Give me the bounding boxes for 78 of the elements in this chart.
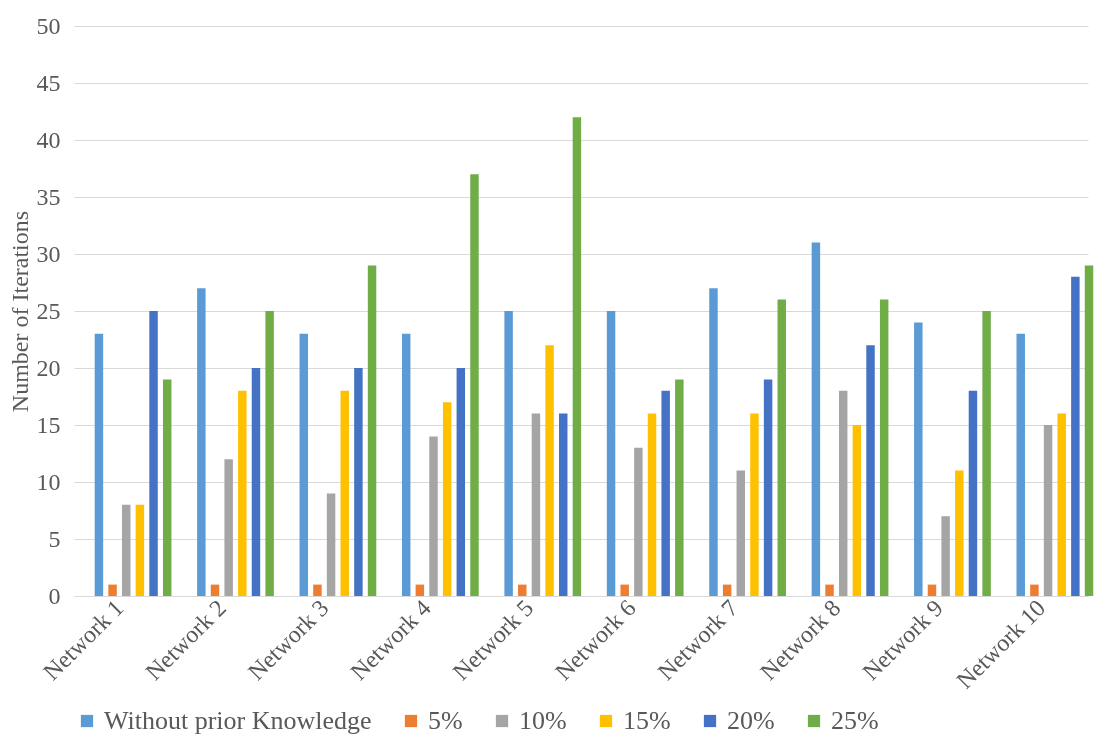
y-tick-label: 35 bbox=[36, 183, 61, 210]
bar bbox=[415, 584, 425, 596]
bar bbox=[1084, 265, 1094, 596]
bar bbox=[429, 436, 438, 596]
bar bbox=[559, 413, 568, 596]
bar bbox=[606, 311, 616, 596]
bar bbox=[504, 311, 513, 596]
bar bbox=[313, 584, 322, 596]
bar bbox=[442, 402, 452, 596]
bar bbox=[326, 493, 336, 596]
bar bbox=[709, 288, 718, 596]
y-axis-title: Number of Iterations bbox=[6, 210, 33, 413]
bar bbox=[1043, 425, 1053, 596]
bar bbox=[94, 333, 104, 596]
legend-label: 20% bbox=[727, 706, 775, 735]
bar bbox=[210, 584, 220, 596]
bar bbox=[675, 379, 684, 596]
bar bbox=[135, 504, 145, 596]
bar bbox=[634, 447, 643, 596]
bar bbox=[1030, 584, 1039, 596]
y-tick-label: 10 bbox=[36, 468, 61, 495]
bar bbox=[162, 379, 172, 596]
bar bbox=[736, 470, 746, 596]
y-tick-label: 5 bbox=[48, 525, 61, 552]
bar bbox=[866, 345, 875, 596]
y-tick-label: 15 bbox=[36, 411, 61, 438]
bar bbox=[1016, 333, 1025, 596]
legend-label: 25% bbox=[831, 706, 879, 735]
legend-label: 5% bbox=[428, 706, 463, 735]
y-tick-label: 45 bbox=[36, 69, 61, 96]
bar bbox=[299, 333, 309, 596]
bar bbox=[354, 368, 363, 596]
bar bbox=[518, 584, 527, 596]
bar bbox=[750, 413, 759, 596]
bar bbox=[982, 311, 991, 596]
bar bbox=[1057, 413, 1066, 596]
bar bbox=[122, 504, 131, 596]
y-tick-label: 50 bbox=[36, 12, 61, 39]
bar bbox=[811, 242, 821, 596]
bar bbox=[401, 333, 411, 596]
bar bbox=[620, 584, 629, 596]
bar bbox=[367, 265, 377, 596]
bar bbox=[572, 117, 582, 596]
bar bbox=[661, 390, 670, 596]
bar bbox=[722, 584, 732, 596]
bar bbox=[545, 345, 554, 596]
bar bbox=[238, 390, 247, 596]
y-tick-label: 40 bbox=[36, 126, 61, 153]
bar bbox=[265, 311, 274, 596]
bar bbox=[927, 584, 937, 596]
bar bbox=[852, 425, 862, 596]
y-tick-label: 25 bbox=[36, 297, 61, 324]
bar bbox=[825, 584, 834, 596]
bar bbox=[838, 390, 848, 596]
legend-label: Without prior Knowledge bbox=[104, 706, 372, 735]
y-tick-label: 30 bbox=[36, 240, 61, 267]
bar bbox=[108, 584, 117, 596]
y-tick-label: 20 bbox=[36, 354, 61, 381]
bar bbox=[531, 413, 541, 596]
bar bbox=[197, 288, 206, 596]
bar bbox=[777, 299, 786, 596]
bar bbox=[340, 390, 349, 596]
legend-label: 15% bbox=[623, 706, 671, 735]
bar bbox=[968, 390, 978, 596]
bar bbox=[941, 516, 950, 596]
bar bbox=[251, 368, 261, 596]
y-tick-label: 0 bbox=[48, 582, 61, 609]
bar bbox=[879, 299, 889, 596]
bar bbox=[224, 459, 233, 596]
bar bbox=[955, 470, 964, 596]
bar bbox=[456, 368, 466, 596]
bar bbox=[149, 311, 158, 596]
bar bbox=[470, 174, 479, 596]
bar bbox=[1071, 276, 1080, 596]
bar bbox=[647, 413, 657, 596]
bar bbox=[763, 379, 773, 596]
bar bbox=[914, 322, 923, 596]
legend-label: 10% bbox=[519, 706, 567, 735]
